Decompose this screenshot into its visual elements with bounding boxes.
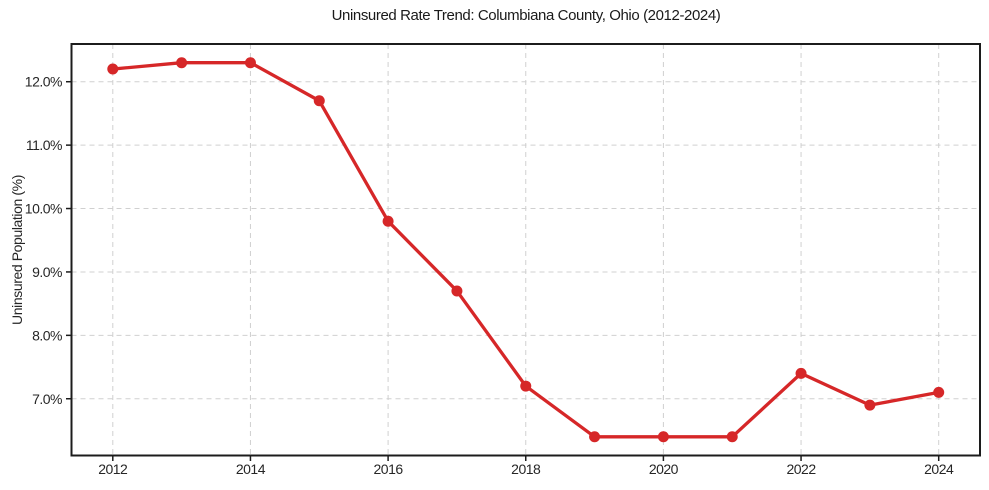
data-point-2013 — [176, 57, 188, 69]
data-point-2012 — [107, 63, 119, 75]
x-tick-label: 2022 — [786, 461, 816, 477]
data-point-2021 — [726, 431, 738, 443]
y-axis-label: Uninsured Population (%) — [9, 175, 25, 325]
y-tick-label: 7.0% — [32, 391, 62, 407]
data-point-2020 — [657, 431, 669, 443]
y-tick-label: 9.0% — [32, 264, 62, 280]
data-point-2015 — [313, 95, 325, 107]
x-tick-label: 2020 — [649, 461, 679, 477]
data-point-2014 — [244, 57, 256, 69]
x-tick-label: 2016 — [374, 461, 404, 477]
data-point-2016 — [382, 215, 394, 227]
x-tick-label: 2012 — [98, 461, 128, 477]
data-point-2024 — [933, 386, 945, 398]
data-point-2017 — [451, 285, 463, 297]
data-point-2023 — [864, 399, 876, 411]
y-tick-label: 12.0% — [25, 74, 62, 90]
y-tick-label: 11.0% — [26, 137, 62, 153]
x-tick-label: 2018 — [511, 461, 541, 477]
data-point-2018 — [520, 380, 532, 392]
chart-title: Uninsured Rate Trend: Columbiana County,… — [331, 7, 721, 24]
data-point-2022 — [795, 367, 807, 379]
y-tick-label: 8.0% — [32, 327, 62, 343]
data-point-2019 — [589, 431, 601, 443]
x-tick-label: 2014 — [236, 461, 266, 477]
x-tick-label: 2024 — [924, 461, 954, 477]
y-tick-label: 10.0% — [25, 201, 62, 217]
